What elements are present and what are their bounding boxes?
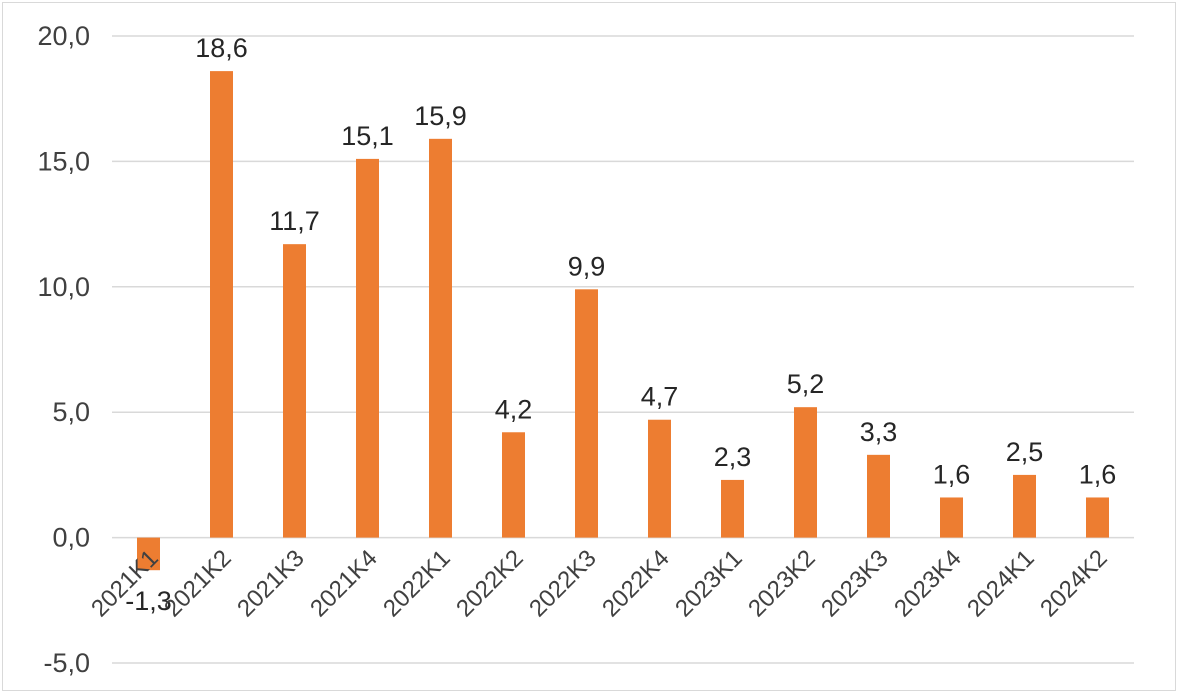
y-tick-label: 20,0: [37, 21, 90, 51]
bar: [1086, 497, 1109, 538]
bar: [575, 289, 598, 538]
data-label: 5,2: [787, 369, 825, 399]
bar: [721, 479, 744, 538]
data-label: 9,9: [568, 251, 606, 281]
x-tick-label: 2024K2: [1035, 545, 1113, 623]
bar: [137, 537, 160, 571]
gridlines: [112, 35, 1134, 664]
data-label: 11,7: [269, 206, 320, 236]
x-tick-label: 2022K3: [524, 545, 602, 623]
data-label: 2,5: [1006, 437, 1044, 467]
x-tick-label: 2023K4: [889, 545, 967, 623]
data-label: 3,3: [860, 417, 898, 447]
y-tick-label: 15,0: [37, 146, 90, 176]
bar: [940, 497, 963, 538]
data-label: 1,6: [933, 459, 971, 489]
bar: [210, 71, 233, 538]
data-label: 1,6: [1079, 459, 1117, 489]
bar: [648, 419, 671, 538]
x-tick-label: 2023K3: [816, 545, 894, 623]
y-tick-label: 0,0: [52, 523, 90, 553]
bar: [794, 407, 817, 538]
bar: [429, 138, 452, 538]
x-tick-label: 2022K2: [451, 545, 529, 623]
x-tick-label: 2023K1: [670, 545, 748, 623]
y-tick-label: 10,0: [37, 272, 90, 302]
data-label: 2,3: [714, 442, 752, 472]
x-tick-label: 2023K2: [743, 545, 821, 623]
x-tick-label: 2021K3: [232, 545, 310, 623]
bars: [137, 71, 1109, 571]
data-label: -1,3: [125, 586, 172, 616]
x-tick-label: 2022K1: [378, 545, 456, 623]
data-label: 15,9: [414, 101, 467, 131]
bar: [283, 244, 306, 538]
data-label: 15,1: [341, 121, 394, 151]
x-tick-label: 2024K1: [962, 545, 1040, 623]
bar: [356, 158, 379, 538]
data-label: 4,7: [641, 382, 679, 412]
data-label: 4,2: [495, 394, 533, 424]
y-tick-label: -5,0: [43, 648, 90, 678]
data-labels: -1,3 18,6 11,7 15,1 15,9 4,2 9,9 4,7 2,3 5,2 3,3 1,…: [125, 33, 1116, 616]
x-axis-ticks: 2021K12021K22021K32021K42022K12022K22022…: [86, 545, 1113, 623]
x-tick-label: 2021K4: [305, 545, 383, 623]
bar: [867, 454, 890, 538]
bar: [502, 432, 525, 538]
bar: [1013, 474, 1036, 538]
x-tick-label: 2022K4: [597, 545, 675, 623]
x-tick-label: 2021K2: [159, 545, 237, 623]
y-axis-ticks: 20,0 15,0 10,0 5,0 0,0 -5,0: [37, 21, 90, 678]
data-label: 18,6: [195, 33, 248, 63]
y-tick-label: 5,0: [52, 397, 90, 427]
